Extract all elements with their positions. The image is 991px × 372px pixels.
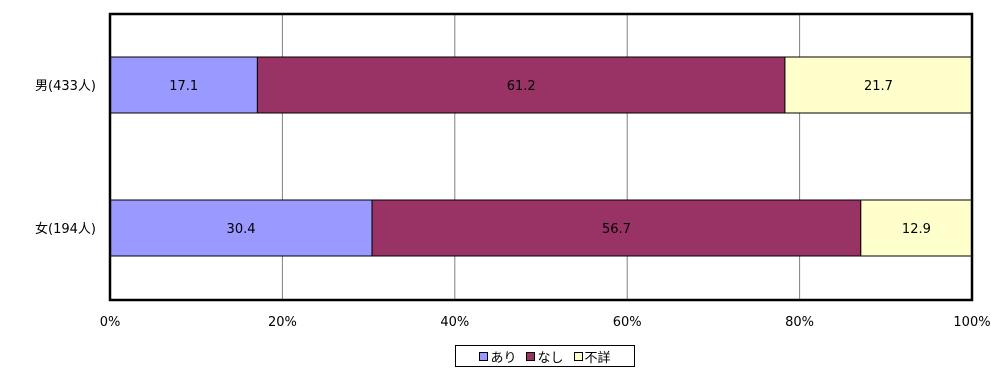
legend-item-fusho: 不詳 — [573, 347, 611, 366]
bar-value-label: 12.9 — [902, 222, 931, 237]
bar-value-label: 21.7 — [864, 79, 893, 94]
x-tick-label: 60% — [613, 315, 642, 330]
category-label: 女(194人) — [35, 221, 96, 237]
bar-segment — [784, 56, 973, 114]
legend-swatch-ari — [479, 351, 489, 361]
legend-swatch-fusho — [573, 351, 583, 361]
legend-item-nashi: なし — [526, 347, 564, 366]
bar-segment — [109, 199, 373, 257]
bar-segment — [109, 56, 258, 114]
bar-segment — [860, 199, 973, 257]
x-tick-label: 100% — [953, 315, 990, 330]
legend-label-ari: あり — [490, 350, 517, 366]
legend-label-fusho: 不詳 — [584, 350, 611, 366]
bar-segment — [256, 56, 786, 114]
x-tick-label: 0% — [100, 315, 121, 330]
x-tick-label: 80% — [785, 315, 814, 330]
bar-value-label: 61.2 — [507, 79, 536, 94]
bar-segment — [371, 199, 862, 257]
bar-value-label: 56.7 — [602, 222, 631, 237]
category-label: 男(433人) — [35, 79, 96, 94]
legend-item-ari: あり — [479, 347, 516, 366]
x-tick-label: 20% — [268, 315, 297, 330]
legend-label-nashi: なし — [537, 350, 564, 366]
bar-value-label: 17.1 — [169, 79, 198, 94]
plot-frame — [108, 12, 974, 302]
legend: あり なし 不詳 — [455, 345, 635, 367]
legend-swatch-nashi — [526, 351, 536, 361]
x-tick-label: 40% — [440, 315, 469, 330]
bar-value-label: 30.4 — [227, 222, 256, 237]
